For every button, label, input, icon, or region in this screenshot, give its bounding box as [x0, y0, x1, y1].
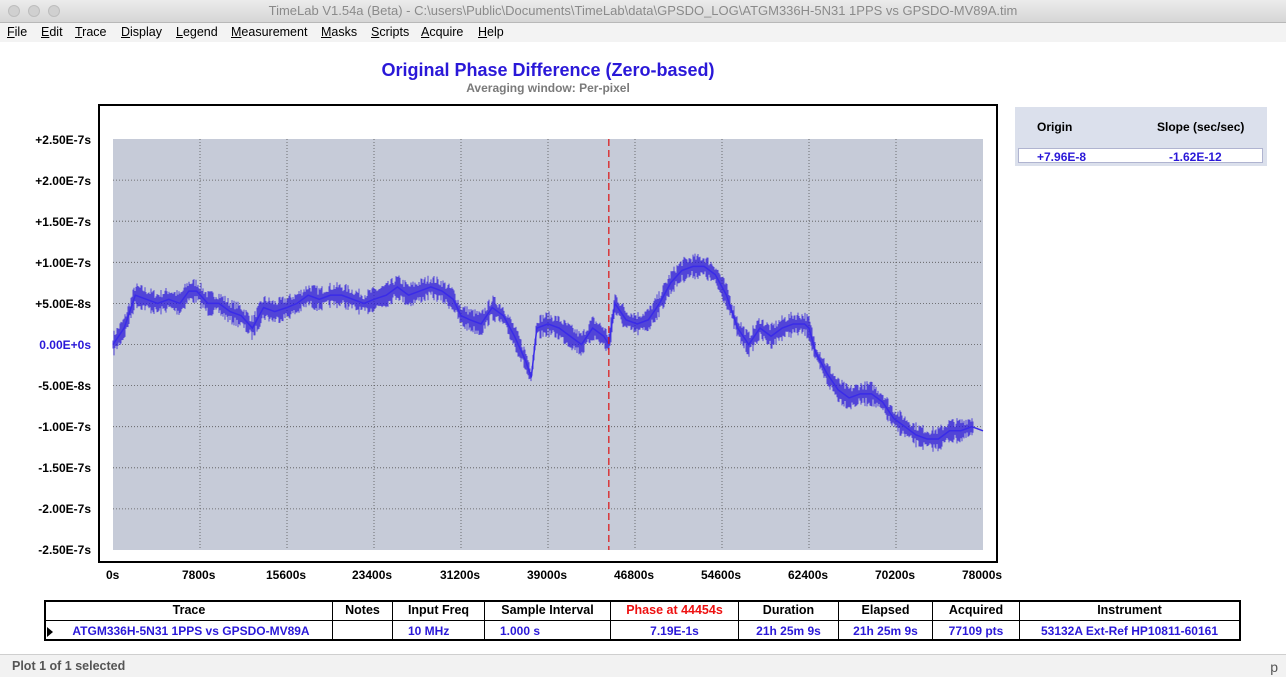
fit-origin-value: +7.96E-8	[1037, 150, 1087, 164]
x-tick-label: 46800s	[614, 568, 655, 582]
x-tick-label: 62400s	[788, 568, 829, 582]
window-titlebar: TimeLab V1.54a (Beta) - C:\users\Public\…	[0, 0, 1286, 23]
x-tick-label: 0s	[106, 568, 120, 582]
column-divider	[1019, 602, 1020, 639]
table-divider	[46, 620, 1239, 621]
trace-table: Trace Notes Input Freq Sample Interval P…	[44, 600, 1241, 641]
x-tick-label: 7800s	[182, 568, 216, 582]
cell-duration[interactable]: 21h 25m 9s	[756, 624, 821, 638]
y-tick-label: -2.00E-7s	[38, 502, 91, 516]
plot-subtitle: Averaging window: Per-pixel	[466, 81, 630, 95]
cell-notes[interactable]	[333, 624, 392, 641]
y-tick-label: +1.50E-7s	[35, 215, 91, 229]
menu-bar: File Edit Trace Display Legend Measureme…	[0, 23, 1286, 42]
col-header-duration[interactable]: Duration	[762, 603, 815, 617]
cell-trace-name[interactable]: ATGM336H-5N31 1PPS vs GPSDO-MV89A	[72, 624, 310, 638]
y-tick-label: +2.50E-7s	[35, 133, 91, 147]
menu-trace[interactable]: Trace	[75, 25, 107, 39]
x-tick-label: 23400s	[352, 568, 393, 582]
y-tick-label: +1.00E-7s	[35, 256, 91, 270]
cell-acquired[interactable]: 77109 pts	[948, 624, 1004, 638]
y-tick-label: -1.00E-7s	[38, 420, 91, 434]
col-header-instrument[interactable]: Instrument	[1097, 603, 1162, 617]
cell-phase-at[interactable]: 7.19E-1s	[650, 624, 699, 638]
plot-grid	[113, 139, 983, 550]
column-divider	[610, 602, 611, 639]
col-header-sample-interval[interactable]: Sample Interval	[501, 603, 594, 617]
column-divider	[932, 602, 933, 639]
col-header-trace[interactable]: Trace	[172, 603, 206, 617]
cell-elapsed[interactable]: 21h 25m 9s	[853, 624, 918, 638]
fit-origin-header: Origin	[1037, 120, 1073, 134]
column-divider	[392, 602, 393, 639]
column-divider	[484, 602, 485, 639]
x-tick-label: 39000s	[527, 568, 568, 582]
y-tick-label: -2.50E-7s	[38, 543, 91, 557]
column-divider	[332, 602, 333, 639]
fit-slope-header: Slope (sec/sec)	[1157, 120, 1245, 134]
y-tick-label: -5.00E-8s	[38, 379, 91, 393]
fit-row[interactable]: +7.96E-8 -1.62E-12	[1018, 148, 1263, 164]
cell-instrument[interactable]: 53132A Ext-Ref HP10811-60161	[1040, 624, 1218, 638]
plot-title: Original Phase Difference (Zero-based)	[381, 60, 715, 80]
y-tick-label: +5.00E-8s	[35, 297, 91, 311]
linear-fit-panel: Origin Slope (sec/sec) +7.96E-8 -1.62E-1…	[1015, 107, 1267, 166]
col-header-phase-at[interactable]: Phase at 44454s	[626, 603, 723, 617]
menu-file[interactable]: File	[7, 25, 28, 39]
menu-legend[interactable]: Legend	[176, 25, 218, 39]
column-divider	[738, 602, 739, 639]
y-tick-label: +2.00E-7s	[35, 174, 91, 188]
status-bar: Plot 1 of 1 selected p	[0, 654, 1286, 677]
fit-slope-value: -1.62E-12	[1169, 150, 1222, 164]
menu-edit[interactable]: Edit	[41, 25, 63, 39]
menu-help[interactable]: Help	[478, 25, 504, 39]
y-tick-label-zero: 0.00E+0s	[39, 338, 91, 352]
menu-scripts[interactable]: Scripts	[371, 25, 410, 39]
col-header-input-freq[interactable]: Input Freq	[407, 603, 470, 617]
selected-row-pointer-icon	[47, 627, 53, 637]
col-header-acquired[interactable]: Acquired	[948, 603, 1004, 617]
status-indicator: p	[1270, 659, 1278, 675]
status-text: Plot 1 of 1 selected	[12, 659, 126, 673]
cell-sample-interval[interactable]: 1.000 s	[500, 624, 541, 638]
column-divider	[838, 602, 839, 639]
x-tick-label: 70200s	[875, 568, 916, 582]
x-tick-label: 15600s	[266, 568, 307, 582]
y-tick-label: -1.50E-7s	[38, 461, 91, 475]
x-tick-label: 78000s	[962, 568, 1003, 582]
menu-measurement[interactable]: Measurement	[231, 25, 308, 39]
col-header-notes[interactable]: Notes	[345, 603, 380, 617]
cell-input-freq[interactable]: 10 MHz	[408, 624, 450, 638]
menu-display[interactable]: Display	[121, 25, 162, 39]
x-tick-label: 31200s	[440, 568, 481, 582]
col-header-elapsed[interactable]: Elapsed	[861, 603, 910, 617]
menu-acquire[interactable]: Acquire	[421, 25, 464, 39]
minimize-window-button[interactable]	[28, 5, 40, 17]
trace-line[interactable]	[112, 265, 984, 440]
zoom-window-button[interactable]	[48, 5, 60, 17]
x-tick-label: 54600s	[701, 568, 742, 582]
trace-group	[112, 253, 984, 452]
window-title: TimeLab V1.54a (Beta) - C:\users\Public\…	[268, 3, 1018, 18]
menu-masks[interactable]: Masks	[321, 25, 358, 39]
close-window-button[interactable]	[8, 5, 20, 17]
